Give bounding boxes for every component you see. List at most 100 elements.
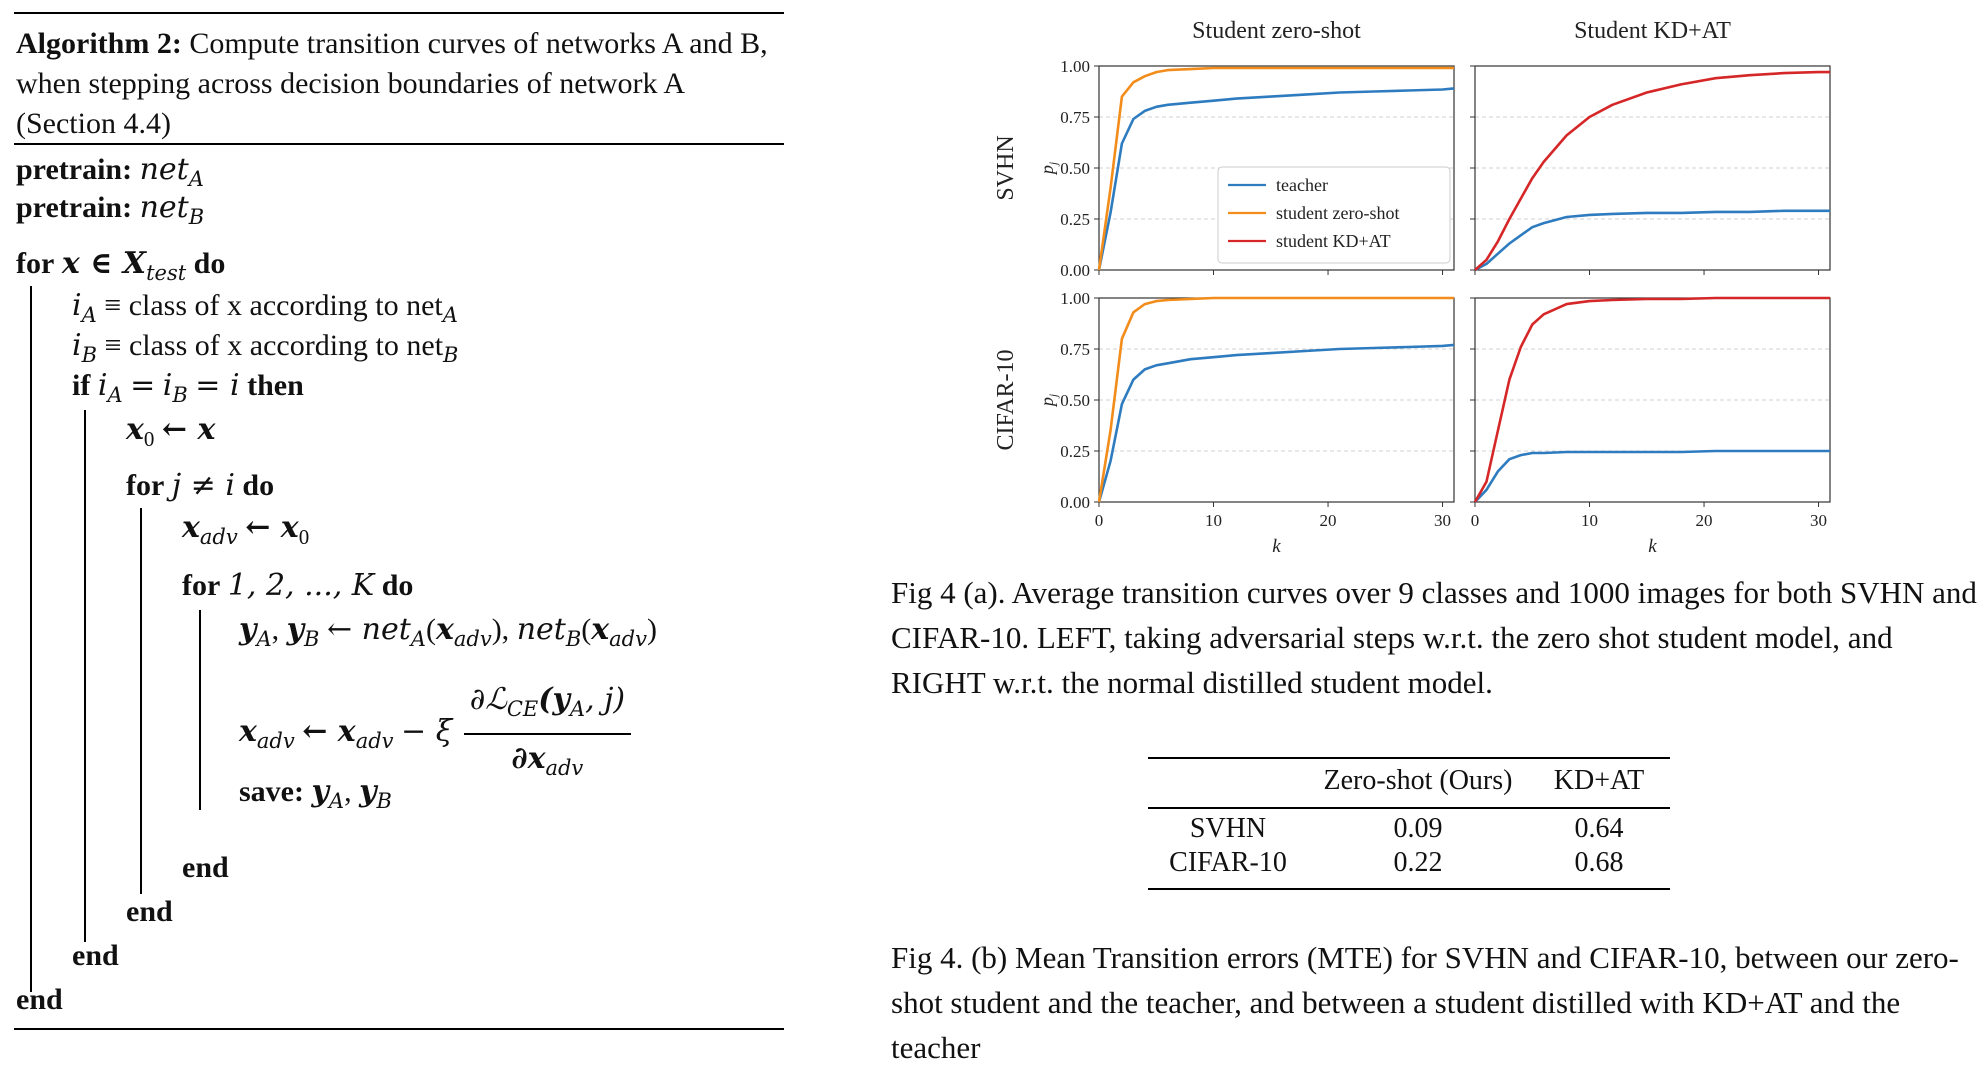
y-label-symbol: p	[1037, 165, 1057, 176]
x-symbol: x	[239, 713, 257, 749]
y-tick-label: 0.00	[1060, 493, 1090, 512]
pretrain-a-line: pretrain: netA	[16, 152, 204, 197]
legend-entry: teacher	[1276, 175, 1328, 195]
end-j: end	[126, 894, 173, 930]
update-line: xadv ← xadv − ξ ∂ℒCE(yA, j) ∂xadv	[239, 678, 632, 790]
x-tick-label: 20	[1696, 511, 1713, 530]
pretrain-b-line: pretrain: netB	[16, 190, 204, 235]
x-in-xtest: x ∈ X	[61, 246, 147, 281]
series-line	[1474, 449, 1830, 503]
kw-do: do	[381, 569, 414, 602]
sub-a: A	[328, 789, 345, 813]
sub-b: B	[443, 343, 459, 367]
sub-adv: adv	[609, 627, 647, 651]
xadv-init-line: xadv ← x0	[182, 510, 309, 555]
end-outer: end	[16, 982, 63, 1018]
sub-test: test	[146, 261, 187, 285]
eq-sign: =	[130, 368, 156, 403]
sub-zero: 0	[298, 525, 310, 549]
sub-a: A	[569, 697, 586, 721]
series-line	[1097, 343, 1455, 503]
fraction-denominator: ∂xadv	[464, 735, 631, 790]
indent-bar-1	[30, 286, 32, 992]
table-cell: 0.68	[1574, 847, 1624, 878]
end-if: end	[72, 938, 119, 974]
series-line	[1097, 87, 1455, 271]
algorithm-title-text: Compute transition curves of networks A …	[16, 27, 768, 140]
y-label-subscript: j	[1046, 161, 1060, 167]
partial-x: ∂x	[511, 741, 546, 776]
for-outer-line: for x ∈ Xtest do	[16, 246, 225, 291]
forward-line: yA, yB ← netA(xadv), netB(xadv)	[239, 612, 657, 651]
table-mid-rule	[1148, 807, 1670, 809]
fraction-numerator: ∂ℒCE(yA, j)	[463, 678, 632, 735]
x0-line: x0 ← x	[126, 412, 215, 457]
sub-a: A	[107, 383, 123, 407]
table-row-name: SVHN	[1189, 813, 1267, 844]
transition-curves-figure: Student zero-shot Student KD+AT SVHN CIFAR-…	[993, 18, 1831, 557]
indent-bar-4	[199, 610, 201, 810]
sub-a: A	[81, 303, 97, 327]
algorithm-title: Algorithm 2: Compute transition curves o…	[16, 24, 786, 144]
sub-zero: 0	[143, 427, 155, 451]
x-axis-label: k	[1272, 536, 1281, 557]
y-symbol: y	[311, 774, 329, 809]
x-symbol: x	[182, 510, 200, 545]
y-arg: (y	[538, 682, 570, 717]
x-tick-label: 30	[1810, 511, 1827, 530]
class-a-line: iA ≡ class of x according to netA	[72, 288, 458, 333]
sub-b: B	[376, 789, 392, 813]
end-k: end	[182, 850, 229, 886]
algo-top-rule	[14, 12, 784, 14]
kw-for: for	[126, 469, 165, 502]
y-symbol: y	[286, 612, 305, 647]
class-b-line: iB ≡ class of x according to netB	[72, 328, 458, 373]
algorithm-label: Algorithm 2:	[16, 27, 182, 60]
x-tick-label: 10	[1581, 511, 1598, 530]
for-j-cond: j ≠ i	[171, 468, 235, 503]
y-symbol: y	[239, 612, 257, 647]
indent-bar-3	[140, 508, 142, 894]
for-range: 1, 2, ..., K	[227, 568, 375, 603]
class-b-text: ≡ class of x according to net	[104, 329, 444, 362]
kw-for: for	[182, 569, 221, 602]
for-k-line: for 1, 2, ..., K do	[182, 568, 413, 604]
algo-bottom-rule	[14, 1028, 784, 1030]
y-axis-label: pj	[1037, 393, 1060, 408]
kw-then: then	[247, 369, 304, 402]
y-label-symbol: p	[1037, 397, 1057, 408]
y-rhs: ← net	[326, 612, 411, 647]
y-tick-label: 1.00	[1060, 57, 1090, 76]
column-title: Student KD+AT	[1574, 18, 1731, 44]
kw-end: end	[16, 983, 63, 1016]
sub-adv: adv	[256, 728, 295, 753]
kw-end: end	[182, 851, 229, 884]
kw-end: end	[72, 939, 119, 972]
x-tick-label: 10	[1205, 511, 1222, 530]
save-line: save: yA, yB	[239, 774, 392, 813]
algorithm-block: Algorithm 2: Compute transition curves o…	[14, 12, 786, 1030]
sub-a: A	[256, 627, 272, 651]
j-arg: , j)	[585, 682, 626, 717]
sub-b: B	[304, 627, 320, 651]
x-symbol: x	[435, 612, 454, 647]
y-tick-label: 0.50	[1060, 159, 1090, 178]
y-symbol: y	[359, 774, 377, 809]
kw-if: if	[72, 369, 91, 402]
kw-pretrain: pretrain:	[16, 153, 133, 186]
x-axis-label: k	[1648, 536, 1657, 557]
kw-pretrain: pretrain:	[16, 191, 133, 224]
y-axis-label: pj	[1037, 161, 1060, 176]
sub-b: B	[188, 205, 205, 229]
figure-caption-a: Fig 4 (a). Average transition curves ove…	[891, 575, 1977, 700]
legend-entry: student KD+AT	[1276, 231, 1391, 251]
y-tick-label: 0.25	[1060, 442, 1090, 461]
net-symbol: net	[516, 612, 566, 647]
series-line	[1474, 70, 1830, 271]
legend-entry: student zero-shot	[1276, 203, 1399, 223]
x0-rhs: ← x	[161, 412, 216, 447]
y-tick-label: 0.75	[1060, 108, 1090, 127]
y-tick-label: 0.50	[1060, 391, 1090, 410]
y-tick-label: 0.75	[1060, 340, 1090, 359]
update-minus: − ξ	[401, 713, 453, 749]
